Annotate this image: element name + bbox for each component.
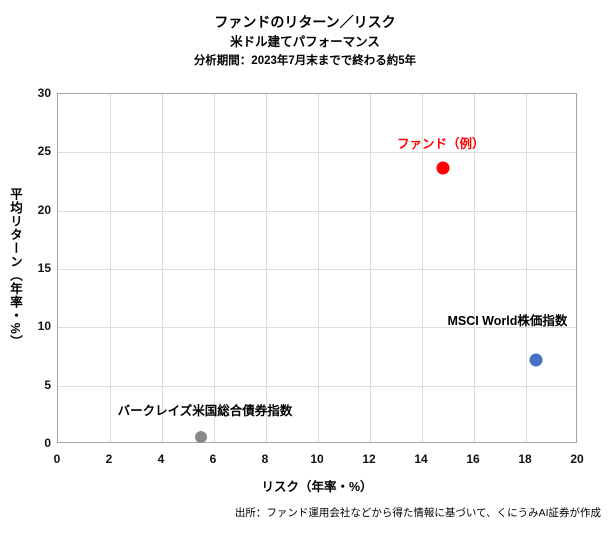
- chart-period-annotation: 分析期間：2023年7月末までで終わる約5年: [193, 55, 417, 68]
- x-tick-label: 2: [105, 452, 113, 466]
- gridline-vertical: [318, 94, 319, 442]
- x-tick-label: 18: [518, 452, 532, 466]
- x-tick-label: 20: [570, 452, 584, 466]
- gridline-vertical: [370, 94, 371, 442]
- y-tick-label: 25: [37, 144, 51, 159]
- x-tick-label: 14: [414, 452, 428, 466]
- source-note: 出所：ファンド運用会社などから得た情報に基づいて、くにうみAI証券が作成: [234, 507, 601, 519]
- y-tick-label: 30: [37, 86, 51, 100]
- x-tick-label: 6: [209, 452, 217, 466]
- data-point-fund: [436, 161, 450, 174]
- chart-title: ファンドのリターン／リスク: [214, 14, 396, 30]
- gridline-vertical: [162, 94, 163, 442]
- gridline-horizontal: [58, 327, 576, 329]
- y-axis-title: 平均リターン（年率・%）: [8, 187, 22, 349]
- gridline-horizontal: [58, 210, 576, 212]
- x-tick-label: 8: [261, 452, 269, 466]
- x-tick-label: 4: [157, 452, 165, 466]
- gridline-vertical: [214, 94, 215, 442]
- gridline-horizontal: [58, 269, 576, 270]
- data-point-msci-world: [529, 353, 543, 367]
- plot-area: ファンド（例） MSCI World株価指数バークレイズ米国総合債券指数: [57, 93, 577, 443]
- data-point-barclays-us-agg-bond: [195, 431, 207, 443]
- gridline-vertical: [474, 94, 475, 442]
- point-label-barclays-us-agg-bond: バークレイズ米国総合債券指数: [117, 404, 293, 418]
- point-label-msci-world: MSCI World株価指数: [447, 314, 568, 328]
- y-tick-label: 5: [44, 377, 51, 392]
- x-tick-label: 16: [466, 452, 480, 466]
- x-tick-label: 0: [53, 452, 61, 466]
- gridline-horizontal: [58, 385, 576, 387]
- gridline-vertical: [266, 94, 267, 442]
- chart-header: ファンドのリターン／リスク 米ドル建てパフォーマンス 分析期間：2023年7月末…: [0, 12, 610, 71]
- y-tick-label: 0: [44, 436, 51, 450]
- point-label-fund: ファンド（例）: [397, 136, 485, 151]
- y-tick-label: 20: [37, 202, 51, 217]
- x-tick-label: 10: [310, 452, 324, 466]
- gridline-vertical: [422, 94, 423, 442]
- x-axis-title: リスク（年率・%）: [261, 480, 373, 494]
- gridline-vertical: [110, 94, 111, 442]
- x-tick-label: 12: [362, 452, 376, 466]
- gridline-horizontal: [58, 152, 576, 154]
- chart-subtitle: 米ドル建てパフォーマンス: [230, 35, 380, 49]
- gridline-vertical: [526, 94, 527, 442]
- y-tick-label: 15: [37, 261, 51, 275]
- y-tick-label: 10: [37, 319, 51, 334]
